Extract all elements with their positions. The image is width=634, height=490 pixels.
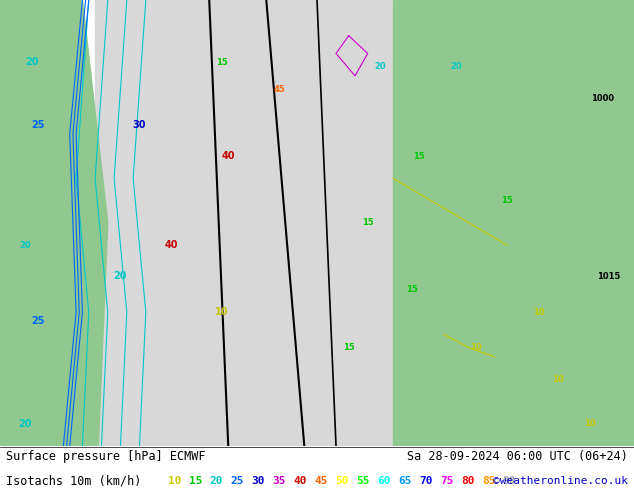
Text: 40: 40 (221, 151, 235, 161)
Text: 80: 80 (461, 476, 474, 486)
Text: 40: 40 (294, 476, 307, 486)
Text: 10: 10 (470, 343, 481, 352)
Text: 30: 30 (252, 476, 265, 486)
Text: 20: 20 (113, 271, 127, 281)
Text: 20: 20 (210, 476, 223, 486)
Text: 25: 25 (31, 316, 45, 326)
Text: 20: 20 (20, 241, 31, 250)
Text: 10: 10 (168, 476, 181, 486)
Text: 75: 75 (440, 476, 453, 486)
Text: 70: 70 (419, 476, 432, 486)
Text: 15: 15 (413, 151, 424, 161)
Text: 20: 20 (25, 57, 39, 68)
Text: 60: 60 (377, 476, 391, 486)
Text: 85: 85 (482, 476, 495, 486)
Polygon shape (393, 0, 634, 446)
Text: 20: 20 (375, 62, 386, 72)
Text: 15: 15 (216, 58, 228, 67)
Text: 55: 55 (356, 476, 370, 486)
Text: 15: 15 (406, 285, 418, 294)
Text: 10: 10 (584, 419, 595, 428)
Text: 20: 20 (18, 418, 32, 429)
Text: 10: 10 (552, 374, 564, 384)
Text: 25: 25 (231, 476, 244, 486)
Text: 15: 15 (189, 476, 202, 486)
Text: 15: 15 (501, 196, 513, 205)
Text: ©weatheronline.co.uk: ©weatheronline.co.uk (493, 476, 628, 486)
Text: 20: 20 (451, 62, 462, 72)
Text: 25: 25 (31, 120, 45, 130)
Text: 10: 10 (215, 307, 229, 317)
Text: 15: 15 (362, 219, 373, 227)
Text: 1015: 1015 (597, 272, 620, 281)
Text: Surface pressure [hPa] ECMWF: Surface pressure [hPa] ECMWF (6, 450, 206, 464)
Text: 90: 90 (503, 476, 516, 486)
Text: 30: 30 (133, 120, 146, 130)
Text: 1000: 1000 (591, 94, 614, 102)
Text: 45: 45 (273, 85, 285, 94)
Polygon shape (95, 0, 495, 446)
Text: 15: 15 (343, 343, 354, 352)
Text: 45: 45 (314, 476, 328, 486)
Text: 50: 50 (335, 476, 349, 486)
Text: 40: 40 (164, 240, 178, 250)
Text: Sa 28-09-2024 06:00 UTC (06+24): Sa 28-09-2024 06:00 UTC (06+24) (407, 450, 628, 464)
Text: 35: 35 (273, 476, 286, 486)
Polygon shape (0, 0, 108, 446)
Text: Isotachs 10m (km/h): Isotachs 10m (km/h) (6, 475, 142, 488)
Text: 10: 10 (533, 308, 545, 317)
Text: 65: 65 (398, 476, 411, 486)
